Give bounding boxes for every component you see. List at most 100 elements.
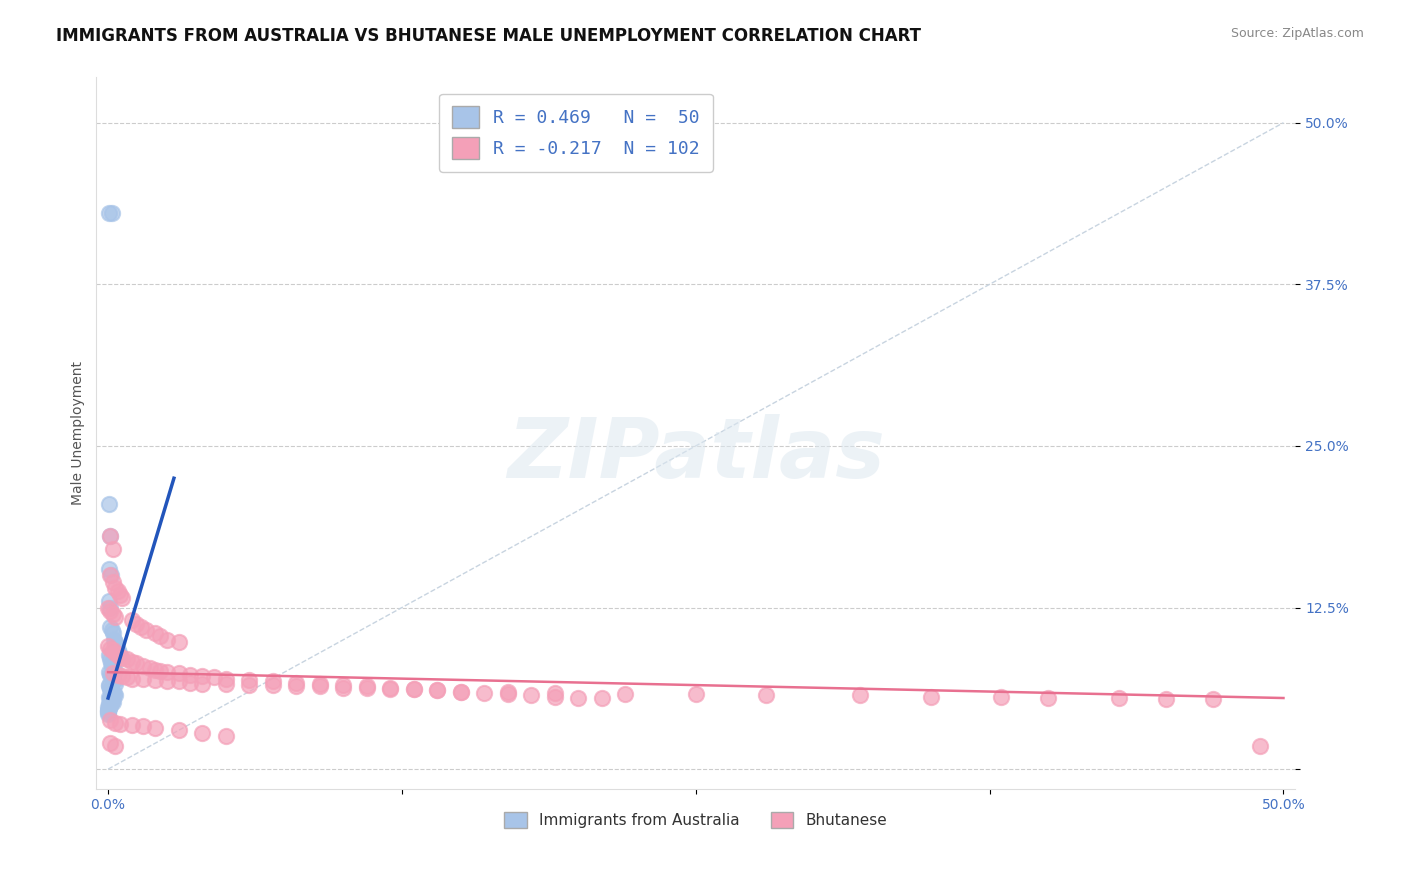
Point	[685, 687, 707, 701]
Point	[332, 681, 354, 695]
Point	[104, 664, 127, 678]
Point	[111, 591, 134, 606]
Point	[214, 729, 236, 743]
Point	[990, 690, 1012, 704]
Point	[132, 672, 155, 686]
Point	[98, 681, 121, 696]
Point	[520, 689, 543, 703]
Point	[97, 706, 120, 721]
Point	[108, 717, 131, 731]
Y-axis label: Male Unemployment: Male Unemployment	[72, 361, 86, 505]
Point	[105, 640, 128, 654]
Point	[98, 696, 121, 710]
Point	[98, 679, 121, 693]
Point	[496, 687, 519, 701]
Point	[97, 704, 120, 718]
Point	[101, 607, 124, 621]
Point	[111, 651, 134, 665]
Point	[332, 678, 354, 692]
Point	[121, 614, 143, 628]
Point	[121, 655, 143, 669]
Point	[121, 672, 143, 686]
Point	[100, 698, 122, 713]
Point	[104, 715, 127, 730]
Point	[100, 206, 122, 220]
Point	[100, 692, 122, 706]
Point	[156, 632, 179, 647]
Point	[308, 679, 330, 693]
Text: Source: ZipAtlas.com: Source: ZipAtlas.com	[1230, 27, 1364, 40]
Point	[101, 658, 124, 673]
Point	[143, 663, 166, 677]
Point	[107, 667, 129, 681]
Point	[426, 683, 449, 698]
Point	[97, 701, 120, 715]
Point	[100, 684, 122, 698]
Point	[111, 669, 134, 683]
Point	[100, 623, 122, 637]
Point	[214, 677, 236, 691]
Point	[104, 609, 127, 624]
Text: IMMIGRANTS FROM AUSTRALIA VS BHUTANESE MALE UNEMPLOYMENT CORRELATION CHART: IMMIGRANTS FROM AUSTRALIA VS BHUTANESE M…	[56, 27, 921, 45]
Point	[591, 691, 613, 706]
Point	[238, 673, 260, 687]
Point	[121, 718, 143, 732]
Point	[107, 648, 129, 663]
Point	[98, 529, 121, 543]
Point	[97, 703, 120, 717]
Point	[108, 588, 131, 602]
Point	[849, 689, 872, 703]
Point	[100, 604, 122, 618]
Point	[156, 674, 179, 689]
Point	[100, 641, 122, 656]
Point	[100, 736, 122, 750]
Point	[262, 678, 284, 692]
Point	[103, 632, 125, 647]
Point	[179, 667, 201, 681]
Point	[125, 617, 148, 632]
Point	[380, 681, 402, 695]
Point	[1202, 692, 1225, 706]
Point	[98, 691, 121, 706]
Point	[262, 674, 284, 689]
Point	[98, 562, 121, 576]
Point	[755, 689, 778, 703]
Point	[100, 669, 122, 683]
Point	[380, 681, 402, 696]
Point	[107, 643, 129, 657]
Point	[167, 723, 190, 738]
Point	[115, 652, 138, 666]
Point	[191, 669, 214, 683]
Point	[156, 665, 179, 680]
Point	[100, 600, 122, 615]
Legend: Immigrants from Australia, Bhutanese: Immigrants from Australia, Bhutanese	[498, 806, 893, 834]
Point	[97, 678, 120, 692]
Point	[238, 678, 260, 692]
Point	[1108, 691, 1130, 706]
Point	[308, 677, 330, 691]
Point	[191, 726, 214, 740]
Point	[167, 674, 190, 689]
Point	[450, 684, 472, 698]
Point	[104, 677, 127, 691]
Point	[101, 686, 124, 700]
Point	[98, 665, 121, 680]
Point	[107, 646, 129, 660]
Point	[97, 594, 120, 608]
Point	[202, 670, 225, 684]
Point	[101, 626, 124, 640]
Point	[98, 206, 121, 220]
Point	[108, 649, 131, 664]
Point	[143, 626, 166, 640]
Point	[100, 667, 122, 681]
Point	[101, 695, 124, 709]
Point	[1038, 691, 1060, 706]
Point	[97, 705, 120, 719]
Text: ZIPatlas: ZIPatlas	[506, 414, 884, 495]
Point	[132, 719, 155, 733]
Point	[104, 635, 127, 649]
Point	[191, 677, 214, 691]
Point	[132, 658, 155, 673]
Point	[100, 529, 122, 543]
Point	[167, 635, 190, 649]
